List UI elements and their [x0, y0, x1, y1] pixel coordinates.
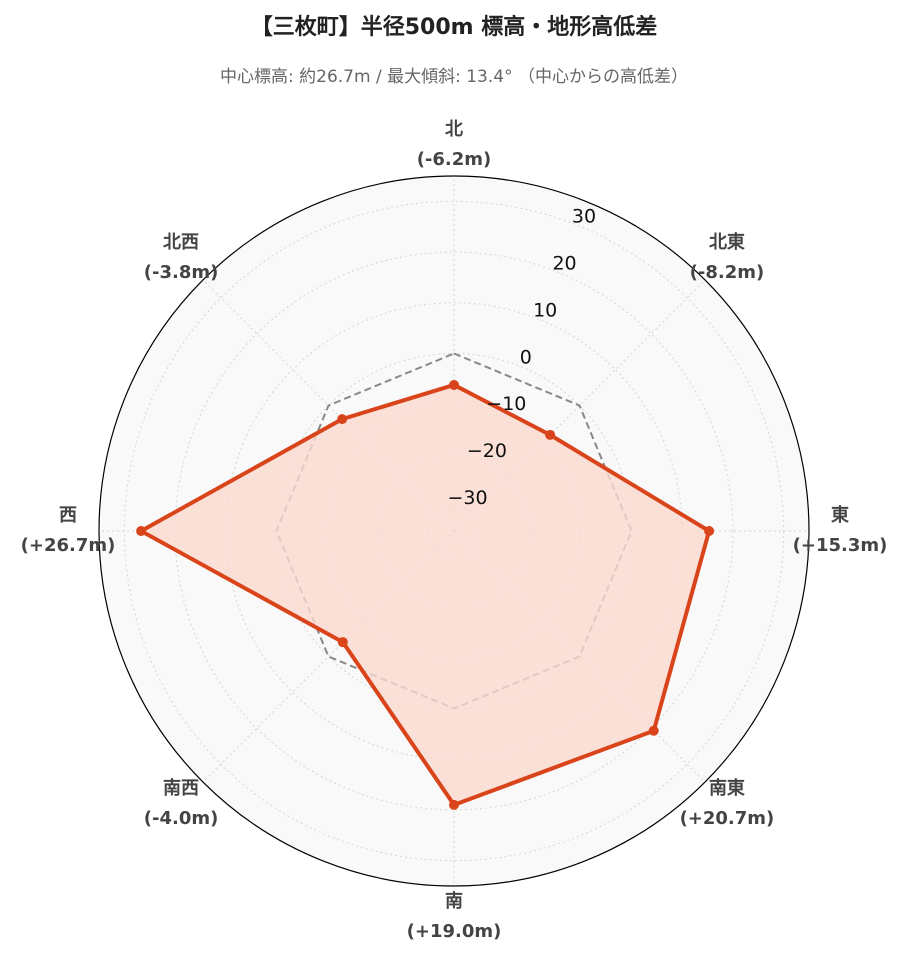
spoke: [453, 530, 706, 783]
r-tick-label: −30: [447, 487, 487, 509]
spoke: [453, 279, 706, 532]
value-label: (-4.0m): [144, 808, 219, 829]
category-label: 南東: [709, 777, 745, 799]
value-label: (-8.2m): [690, 262, 765, 283]
plot-border: [98, 175, 810, 887]
r-tick-label: 30: [572, 206, 596, 228]
category-label: 東: [831, 504, 849, 526]
grid-circle: [123, 200, 785, 862]
value-label: (-3.8m): [144, 262, 219, 283]
data-point: [449, 799, 459, 810]
r-tick-label: −10: [486, 393, 526, 415]
data-point: [136, 526, 147, 536]
r-tick-label: −20: [467, 440, 507, 462]
chart-subtitle: 中心標高: 約26.7m / 最大傾斜: 13.4° （中心からの高低差）: [220, 67, 688, 87]
data-point: [337, 414, 348, 425]
value-label: (+26.7m): [21, 535, 116, 556]
value-label: (+20.7m): [680, 808, 775, 829]
chart-title: 【三枚町】半径500m 標高・地形高低差: [251, 14, 658, 40]
spoke: [202, 279, 455, 532]
data-point: [648, 725, 659, 736]
r-tick-label: 20: [552, 253, 576, 275]
data-point: [449, 379, 459, 390]
category-label: 西: [59, 505, 77, 526]
data-point: [337, 637, 348, 648]
r-tick-label: 10: [533, 299, 557, 321]
data-point: [704, 526, 715, 536]
value-label: (-6.2m): [417, 149, 492, 170]
value-label: (+15.3m): [793, 535, 888, 556]
category-label: 北西: [163, 232, 199, 253]
category-label: 北東: [709, 231, 745, 253]
data-point: [545, 429, 556, 440]
r-tick-label: 0: [520, 346, 532, 368]
category-label: 南: [445, 890, 463, 912]
spoke: [202, 530, 455, 783]
value-label: (+19.0m): [407, 921, 502, 942]
category-label: 北: [445, 119, 463, 140]
category-label: 南西: [163, 777, 199, 799]
